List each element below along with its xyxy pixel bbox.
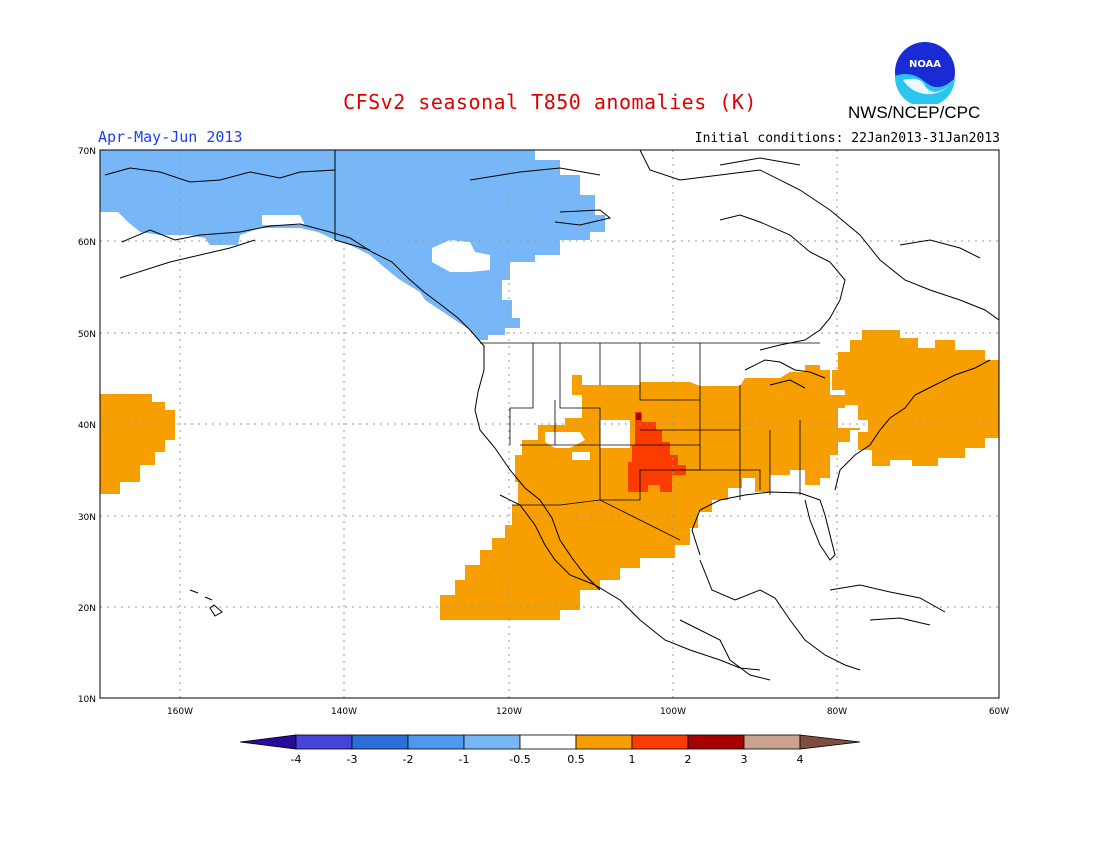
lat-tick-70n: 70N [78,147,96,157]
colorbar-label: -2 [403,753,414,766]
lat-tick-40n: 40N [78,421,96,431]
lat-tick-10n: 10N [78,695,96,705]
lat-tick-labels: 10N 20N 30N 40N 50N 60N 70N [78,147,96,705]
organization-label: NWS/NCEP/CPC [848,103,981,122]
noaa-logo: NOAA [894,42,955,104]
anomaly-region-pacific [100,394,175,494]
coastlines [104,150,999,681]
lat-tick-30n: 30N [78,513,96,523]
colorbar-label: -3 [347,753,358,766]
lon-tick-160w: 160W [167,707,193,717]
lat-tick-50n: 50N [78,330,96,340]
colorbar-segment [631,734,689,750]
lon-tick-120w: 120W [496,707,522,717]
lon-tick-labels: 160W 140W 120W 100W 80W 60W [167,707,1009,717]
lon-tick-100w: 100W [660,707,686,717]
colorbar-segment [743,734,801,750]
colorbar-arrow-right [799,734,861,750]
colorbar-labels: -4 -3 -2 -1 -0.5 0.5 1 2 3 4 [291,753,804,766]
colorbar-label: 3 [741,753,748,766]
noaa-logo-text: NOAA [909,59,941,70]
colorbar-label: 0.5 [567,753,585,766]
chart-title: CFSv2 seasonal T850 anomalies (K) [343,90,757,114]
colorbar [239,734,861,750]
lat-tick-60n: 60N [78,238,96,248]
colorbar-label: 4 [797,753,804,766]
colorbar-segment [295,734,353,750]
lon-tick-140w: 140W [331,707,357,717]
colorbar-segment [687,734,745,750]
political-borders [480,342,820,541]
initial-conditions-label: Initial conditions: 22Jan2013-31Jan2013 [694,131,1000,146]
lon-tick-60w: 60W [989,707,1009,717]
colorbar-segment [351,734,409,750]
anomaly-region-northeast [832,330,999,466]
anomaly-region-core [628,412,686,492]
anomaly-region-us [440,365,860,620]
colorbar-arrow-left [239,734,297,750]
colorbar-segment [575,734,633,750]
colorbar-label: -4 [291,753,302,766]
colorbar-label: 2 [685,753,692,766]
colorbar-label: -1 [459,753,470,766]
colorbar-label: 1 [629,753,636,766]
colorbar-segment [407,734,465,750]
season-label: Apr-May-Jun 2013 [98,128,243,146]
lat-tick-20n: 20N [78,604,96,614]
colorbar-label: -0.5 [509,753,530,766]
colorbar-segment [463,734,521,750]
lon-tick-80w: 80W [827,707,847,717]
colorbar-segment [519,734,577,750]
